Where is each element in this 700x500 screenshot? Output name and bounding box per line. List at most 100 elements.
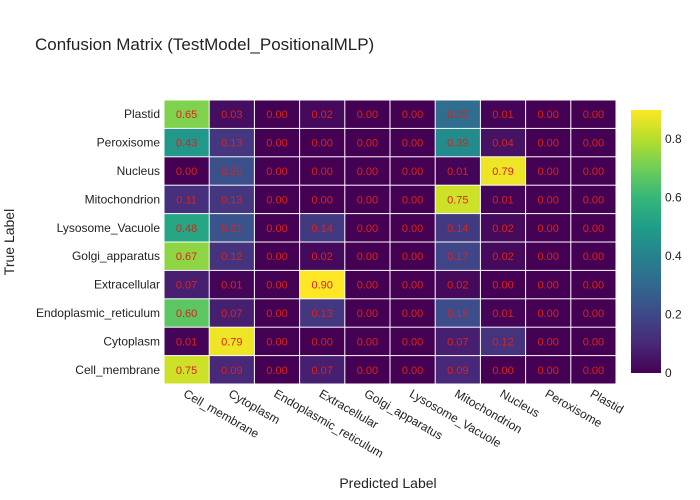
heatmap-cell	[480, 214, 526, 242]
heatmap-cell	[164, 100, 209, 128]
heatmap-cell	[390, 299, 435, 327]
cell-value-label: 0.12	[492, 336, 513, 348]
heatmap-cell	[164, 270, 209, 299]
cell-value-label: 0.00	[537, 223, 558, 235]
heatmap-cell	[435, 356, 480, 384]
heatmap-cell	[571, 356, 616, 384]
heatmap-cell	[480, 270, 526, 299]
cell-value-label: 0.00	[266, 251, 287, 263]
cell-value-label: 0.00	[537, 138, 558, 150]
heatmap-cell	[345, 242, 390, 270]
cell-value-label: 0.67	[176, 251, 197, 263]
colorbar-tick-label: 0	[665, 366, 672, 380]
cell-value-label: 0.00	[537, 365, 558, 377]
heatmap-cell	[435, 327, 480, 356]
cell-value-label: 0.01	[492, 109, 513, 121]
cell-value-label: 0.00	[537, 308, 558, 320]
cell-value-label: 0.00	[402, 365, 423, 377]
cell-value-label: 0.00	[583, 138, 604, 150]
cell-value-label: 0.00	[357, 251, 378, 263]
cell-value-label: 0.13	[221, 138, 242, 150]
cell-value-label: 0.43	[176, 138, 197, 150]
heatmap-cell	[254, 242, 300, 270]
x-axis-title: Predicted Label	[339, 475, 436, 491]
cell-value-label: 0.00	[583, 223, 604, 235]
heatmap-cell	[254, 185, 300, 214]
cell-value-label: 0.00	[357, 223, 378, 235]
cell-value-label: 0.00	[492, 365, 513, 377]
cell-value-label: 0.00	[357, 138, 378, 150]
cell-value-label: 0.09	[221, 365, 242, 377]
cell-value-label: 0.14	[311, 223, 332, 235]
cell-value-label: 0.29	[447, 109, 468, 121]
cell-value-label: 0.00	[583, 280, 604, 292]
cell-value-label: 0.07	[221, 308, 242, 320]
heatmap-cell	[435, 242, 480, 270]
heatmap-cell	[254, 128, 300, 157]
heatmap-cell	[254, 327, 300, 356]
chart-title: Confusion Matrix (TestModel_PositionalML…	[35, 35, 374, 54]
heatmap-cell	[526, 299, 571, 327]
cell-value-label: 0.00	[583, 336, 604, 348]
cell-value-label: 0.00	[537, 251, 558, 263]
heatmap-cell	[209, 242, 254, 270]
heatmap-cell	[526, 270, 571, 299]
cell-value-label: 0.00	[537, 194, 558, 206]
cell-value-label: 0.00	[583, 166, 604, 178]
cell-value-label: 0.75	[447, 194, 468, 206]
y-tick-label: Endoplasmic_reticulum	[36, 306, 160, 320]
cell-value-label: 0.00	[311, 194, 332, 206]
heatmap-cell	[164, 185, 209, 214]
x-axis-ticks: Cell_membraneCytoplasmEndoplasmic_reticu…	[181, 386, 626, 460]
cell-value-label: 0.07	[176, 280, 197, 292]
heatmap-cell	[254, 157, 300, 185]
cell-value-label: 0.17	[447, 251, 468, 263]
y-tick-label: Cell_membrane	[75, 363, 160, 377]
heatmap-cell	[345, 270, 390, 299]
heatmap-cell	[435, 270, 480, 299]
cell-value-label: 0.00	[402, 223, 423, 235]
heatmap-cell	[390, 128, 435, 157]
cell-value-label: 0.07	[311, 365, 332, 377]
cell-value-label: 0.00	[357, 280, 378, 292]
heatmap-cell	[435, 185, 480, 214]
heatmap-cell	[164, 299, 209, 327]
cell-value-label: 0.21	[221, 223, 242, 235]
cell-value-label: 0.00	[402, 166, 423, 178]
heatmap-cell	[300, 242, 345, 270]
cell-value-label: 0.02	[492, 251, 513, 263]
heatmap-cell	[435, 100, 480, 128]
heatmap-cell	[345, 327, 390, 356]
heatmap-cell	[526, 100, 571, 128]
heatmap-cell	[164, 242, 209, 270]
cell-value-label: 0.19	[447, 308, 468, 320]
cell-value-label: 0.00	[402, 251, 423, 263]
heatmap-cell	[345, 214, 390, 242]
cell-value-label: 0.02	[447, 280, 468, 292]
cell-value-label: 0.00	[402, 308, 423, 320]
heatmap-cell	[300, 299, 345, 327]
heatmap-cell	[209, 157, 254, 185]
colorbar-tick-label: 0.6	[665, 191, 682, 205]
cell-value-label: 0.00	[266, 308, 287, 320]
heatmap-cell	[526, 157, 571, 185]
cell-value-label: 0.02	[311, 109, 332, 121]
heatmap-cell	[300, 270, 345, 299]
heatmap-cell	[345, 356, 390, 384]
heatmap-cell	[526, 185, 571, 214]
heatmap-cell	[254, 100, 300, 128]
cell-value-label: 0.01	[492, 194, 513, 206]
cell-value-label: 0.00	[537, 280, 558, 292]
colorbar-tick-label: 0.8	[665, 132, 682, 146]
heatmap-cell	[571, 214, 616, 242]
heatmap-cell	[571, 157, 616, 185]
heatmap-cell	[164, 214, 209, 242]
y-tick-label: Golgi_apparatus	[72, 249, 160, 263]
y-tick-label: Plastid	[124, 107, 160, 121]
heatmap-cell	[345, 157, 390, 185]
colorbar-gradient	[631, 110, 661, 373]
cell-value-label: 0.00	[583, 109, 604, 121]
cell-value-label: 0.79	[221, 336, 242, 348]
heatmap-cell	[435, 214, 480, 242]
